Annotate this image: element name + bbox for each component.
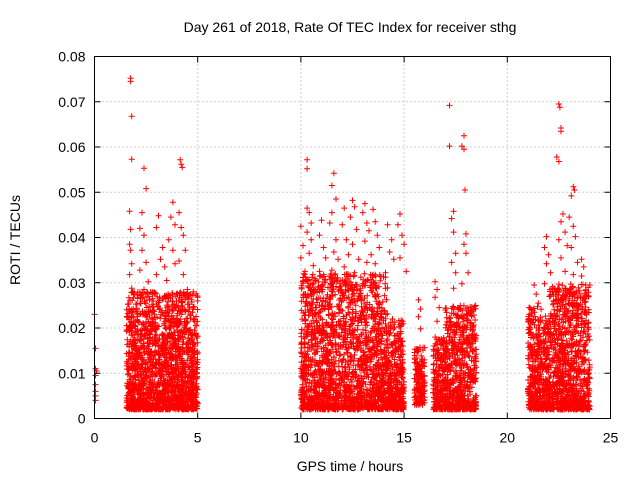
data-point bbox=[152, 348, 159, 355]
data-point bbox=[142, 332, 149, 339]
data-point bbox=[181, 331, 188, 338]
data-point bbox=[152, 372, 159, 379]
data-point bbox=[141, 345, 148, 352]
data-point bbox=[125, 301, 132, 307]
data-point bbox=[298, 285, 305, 292]
data-point bbox=[354, 322, 361, 329]
data-point bbox=[368, 328, 375, 335]
data-point bbox=[191, 327, 198, 334]
data-point bbox=[157, 315, 164, 322]
data-point bbox=[170, 315, 177, 321]
data-point bbox=[184, 340, 190, 347]
data-point bbox=[165, 359, 171, 366]
data-point bbox=[151, 311, 158, 318]
data-point bbox=[391, 324, 398, 331]
data-point bbox=[194, 356, 201, 363]
data-point bbox=[163, 354, 170, 361]
data-point bbox=[146, 293, 152, 300]
data-point bbox=[193, 322, 200, 329]
data-point bbox=[172, 341, 179, 347]
data-point bbox=[193, 313, 200, 320]
data-point bbox=[146, 296, 153, 303]
data-point bbox=[136, 319, 142, 326]
data-point bbox=[124, 336, 131, 343]
data-point bbox=[126, 366, 133, 373]
data-point bbox=[126, 349, 133, 356]
data-point bbox=[133, 301, 140, 308]
data-point bbox=[169, 298, 176, 305]
data-point bbox=[170, 388, 177, 395]
data-point bbox=[146, 330, 153, 337]
data-point bbox=[161, 318, 168, 325]
data-point bbox=[169, 290, 176, 296]
data-point bbox=[163, 326, 170, 332]
data-point bbox=[158, 311, 164, 318]
data-point bbox=[156, 306, 163, 313]
data-point bbox=[194, 297, 201, 304]
data-point bbox=[187, 315, 194, 322]
data-point bbox=[191, 316, 198, 323]
data-point bbox=[127, 338, 134, 345]
data-point bbox=[172, 329, 178, 336]
data-point bbox=[179, 298, 186, 305]
data-points bbox=[91, 75, 593, 413]
data-point bbox=[125, 313, 132, 320]
data-point bbox=[301, 344, 308, 351]
grid-lines bbox=[94, 56, 611, 419]
data-point bbox=[140, 320, 147, 327]
data-point bbox=[124, 371, 131, 378]
data-point bbox=[134, 311, 141, 317]
data-point bbox=[174, 310, 181, 317]
data-point bbox=[430, 361, 437, 368]
data-point bbox=[150, 308, 157, 315]
data-point bbox=[185, 295, 191, 302]
data-point bbox=[137, 300, 143, 307]
data-point bbox=[361, 270, 368, 277]
data-point bbox=[185, 301, 192, 308]
